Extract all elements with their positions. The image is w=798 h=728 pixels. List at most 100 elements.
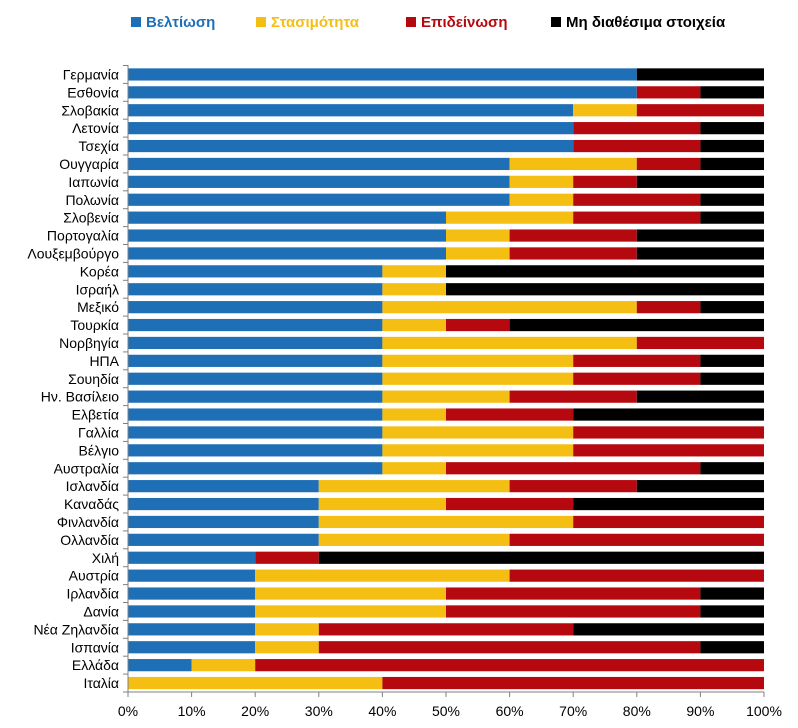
bar-6-series-2 [573, 175, 637, 188]
bar-21-series-1 [382, 444, 574, 457]
bar-9-series-0 [128, 229, 446, 242]
bar-22-series-1 [382, 462, 446, 475]
bar-15-series-2 [636, 336, 764, 350]
bar-25-series-2 [573, 515, 764, 529]
category-label-6: Ιαπωνία [68, 174, 119, 190]
x-tick-label-5: 50% [432, 703, 460, 719]
bar-31-series-2 [318, 623, 574, 636]
bar-11-series-0 [128, 265, 383, 278]
bar-33-series-0 [128, 659, 192, 672]
x-tick-label-0: 0% [118, 703, 138, 719]
bar-16-series-1 [382, 354, 574, 367]
bar-7-series-1 [509, 193, 574, 206]
bar-25-series-1 [318, 515, 574, 529]
bar-21-series-2 [573, 444, 764, 457]
bar-9-series-3 [636, 229, 764, 242]
bar-3-series-3 [700, 122, 764, 135]
bar-12-series-3 [446, 283, 764, 296]
category-label-33: Ελλάδα [72, 657, 119, 673]
bar-5-series-1 [509, 157, 637, 171]
bar-24-series-2 [446, 497, 574, 511]
category-label-15: Νορβηγία [59, 335, 119, 351]
bar-8-series-1 [446, 211, 574, 224]
category-label-25: Φινλανδία [57, 514, 119, 530]
x-tick-label-3: 30% [305, 703, 333, 719]
x-tick-label-7: 70% [559, 703, 587, 719]
bar-1-series-3 [700, 86, 764, 99]
bar-18-series-3 [636, 390, 764, 403]
bar-2-series-1 [573, 104, 637, 117]
category-label-19: Ελβετία [72, 407, 119, 423]
bar-30-series-3 [700, 605, 764, 618]
category-label-28: Αυστρία [69, 568, 119, 584]
bar-24-series-1 [318, 497, 446, 511]
bar-31-series-0 [128, 623, 256, 636]
legend-label-1: Στασιμότητα [271, 14, 360, 31]
bar-33-series-2 [255, 659, 764, 672]
bar-19-series-3 [573, 408, 764, 421]
bar-15-series-0 [128, 336, 383, 350]
bar-26-series-1 [318, 533, 510, 546]
bar-10-series-2 [509, 247, 637, 260]
bar-23-series-1 [318, 480, 510, 493]
bar-20-series-0 [128, 426, 383, 439]
category-label-11: Κορέα [80, 263, 119, 279]
bar-14-series-1 [382, 318, 446, 332]
bar-1-series-2 [636, 86, 701, 99]
bar-2-series-2 [636, 104, 764, 117]
category-label-31: Νέα Ζηλανδία [33, 621, 119, 637]
category-label-23: Ισλανδία [66, 478, 119, 494]
bars [128, 68, 764, 690]
bar-31-series-1 [255, 623, 319, 636]
x-tick-label-4: 40% [368, 703, 396, 719]
bar-12-series-0 [128, 283, 383, 296]
category-label-27: Χιλή [92, 550, 119, 566]
bar-3-series-0 [128, 122, 574, 135]
category-label-7: Πολωνία [65, 192, 119, 208]
legend-swatch-0 [131, 17, 141, 27]
bar-5-series-2 [636, 157, 701, 171]
category-label-1: Εσθονία [67, 84, 119, 100]
x-tick-label-10: 100% [746, 703, 782, 719]
bar-26-series-0 [128, 533, 319, 546]
bar-20-series-2 [573, 426, 764, 439]
category-label-3: Λετονία [72, 120, 119, 136]
legend: Βελτίωση Στασιμότητα Επιδείνωση Μη διαθέσιμ… [131, 14, 726, 31]
bar-13-series-0 [128, 301, 383, 314]
category-label-8: Σλοβενία [63, 210, 119, 226]
category-label-24: Καναδάς [64, 496, 119, 512]
bar-8-series-2 [573, 211, 701, 224]
bar-0-series-3 [636, 68, 764, 81]
bar-0-series-0 [128, 68, 637, 81]
bar-24-series-3 [573, 497, 764, 511]
bar-10-series-0 [128, 247, 446, 260]
bar-29-series-0 [128, 587, 256, 600]
bar-3-series-2 [573, 122, 701, 135]
bar-12-series-1 [382, 283, 446, 296]
bar-34-series-2 [382, 676, 764, 690]
bar-15-series-1 [382, 336, 637, 350]
bar-11-series-1 [382, 265, 446, 278]
bar-9-series-1 [446, 229, 510, 242]
category-label-0: Γερμανία [63, 66, 119, 82]
x-tick-label-6: 60% [496, 703, 524, 719]
category-label-4: Τσεχία [79, 138, 119, 154]
bar-14-series-3 [509, 318, 764, 332]
bar-22-series-3 [700, 462, 764, 475]
category-label-21: Βέλγιο [79, 442, 120, 458]
bar-30-series-2 [446, 605, 701, 618]
bar-8-series-0 [128, 211, 446, 224]
bar-18-series-2 [509, 390, 637, 403]
bar-6-series-1 [509, 175, 574, 188]
bar-27-series-0 [128, 551, 256, 564]
x-tick-label-2: 20% [241, 703, 269, 719]
category-label-2: Σλοβακία [61, 102, 119, 118]
bar-17-series-0 [128, 372, 383, 385]
category-label-20: Γαλλία [78, 424, 119, 440]
category-label-14: Τουρκία [70, 317, 119, 333]
x-tick-label-8: 80% [623, 703, 651, 719]
bar-10-series-3 [636, 247, 764, 260]
bar-14-series-2 [446, 318, 510, 332]
